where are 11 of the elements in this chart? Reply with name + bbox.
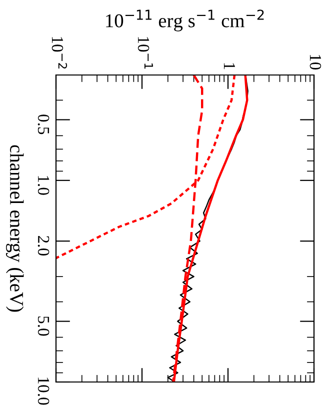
y-tick-label: 10.0	[38, 378, 50, 405]
y-axis-title: channel energy (keV)	[6, 145, 24, 312]
x-tick-label: 10$^{−2}$	[52, 37, 68, 68]
x-tick-label: 10$^{−1}$	[138, 37, 153, 69]
y-tick-label: 2.0	[38, 236, 50, 256]
y-tick-label: 5.0	[38, 316, 50, 336]
x-tick-label: 1	[224, 63, 235, 70]
x-tick-label: 10	[310, 54, 322, 70]
y-tick-label: 0.5	[38, 114, 50, 134]
x-axis-title: 10$^{−11}$ erg s$^{−1}$ cm$^{−2}$	[106, 10, 264, 32]
y-tick-label: 1.0	[38, 176, 50, 195]
